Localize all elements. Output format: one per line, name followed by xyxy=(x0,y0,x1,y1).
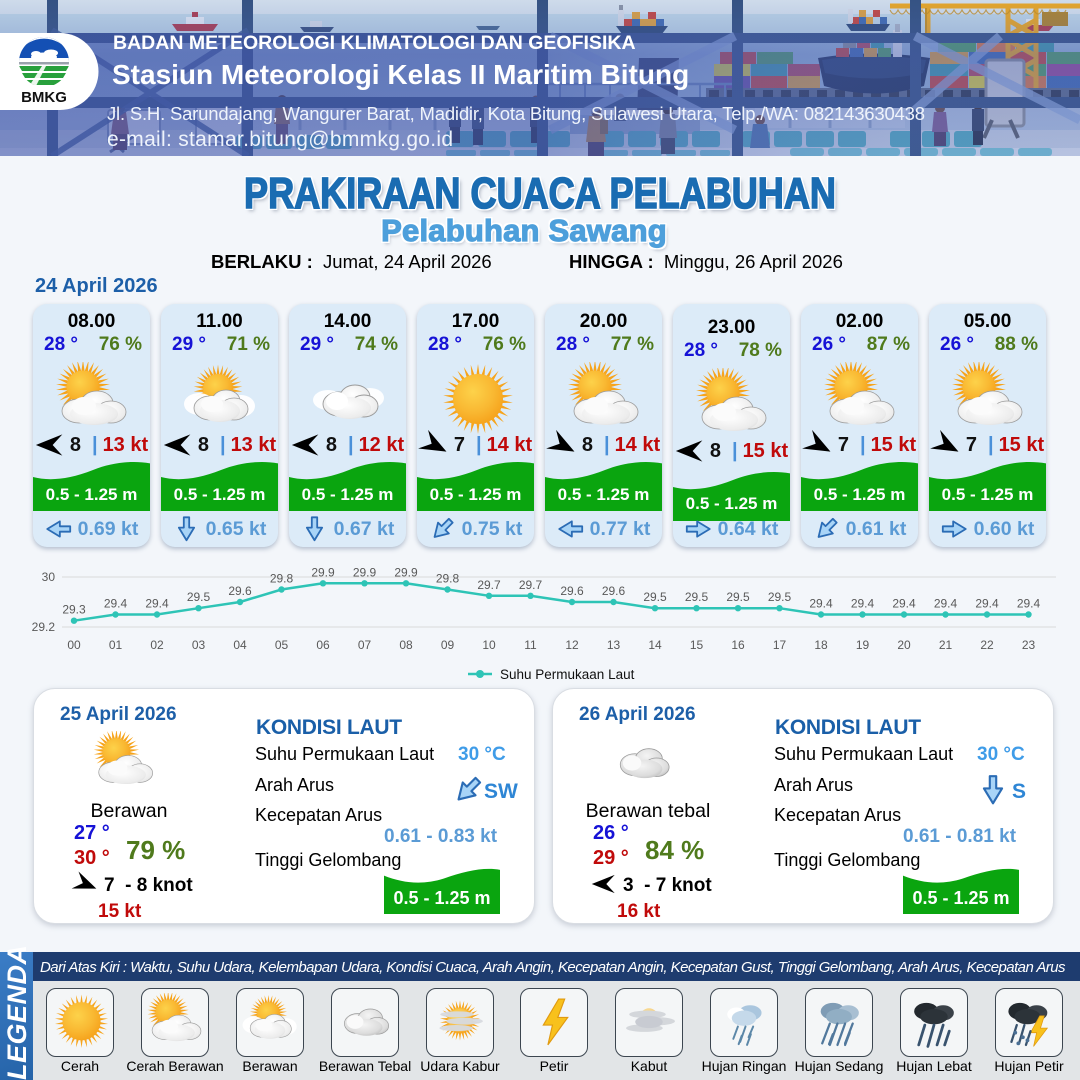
svg-text:09: 09 xyxy=(441,638,455,652)
svg-text:08: 08 xyxy=(399,638,413,652)
svg-text:02: 02 xyxy=(150,638,164,652)
svg-text:29.9: 29.9 xyxy=(353,565,377,579)
svg-text:29.4: 29.4 xyxy=(975,597,999,611)
svg-text:29.5: 29.5 xyxy=(187,590,211,604)
svg-text:10: 10 xyxy=(482,638,496,652)
svg-text:BMKG: BMKG xyxy=(21,89,67,106)
svg-text:29.7: 29.7 xyxy=(477,578,501,592)
svg-text:16: 16 xyxy=(731,638,745,652)
svg-text:29.8: 29.8 xyxy=(436,572,460,586)
svg-text:05: 05 xyxy=(275,638,289,652)
svg-text:29.4: 29.4 xyxy=(809,597,833,611)
svg-text:29.5: 29.5 xyxy=(685,590,709,604)
svg-text:15: 15 xyxy=(690,638,704,652)
svg-text:03: 03 xyxy=(192,638,206,652)
svg-text:29.5: 29.5 xyxy=(643,590,667,604)
svg-text:29.6: 29.6 xyxy=(560,584,584,598)
svg-text:29.4: 29.4 xyxy=(892,597,916,611)
svg-text:29.4: 29.4 xyxy=(851,597,875,611)
svg-text:29.9: 29.9 xyxy=(394,565,418,579)
svg-text:14: 14 xyxy=(648,638,662,652)
svg-text:29.5: 29.5 xyxy=(768,590,792,604)
svg-text:29.3: 29.3 xyxy=(62,603,86,617)
svg-text:29.2: 29.2 xyxy=(32,620,56,634)
svg-text:22: 22 xyxy=(980,638,994,652)
svg-text:29.7: 29.7 xyxy=(519,578,543,592)
svg-text:29.4: 29.4 xyxy=(934,597,958,611)
svg-text:29.6: 29.6 xyxy=(602,584,626,598)
svg-text:29.4: 29.4 xyxy=(145,597,169,611)
svg-text:Suhu Permukaan Laut: Suhu Permukaan Laut xyxy=(500,667,635,682)
svg-text:29.6: 29.6 xyxy=(228,584,252,598)
svg-text:29.8: 29.8 xyxy=(270,572,294,586)
svg-text:06: 06 xyxy=(316,638,330,652)
svg-text:29.4: 29.4 xyxy=(1017,597,1041,611)
svg-text:23: 23 xyxy=(1022,638,1036,652)
svg-text:17: 17 xyxy=(773,638,787,652)
svg-text:12: 12 xyxy=(565,638,579,652)
svg-text:18: 18 xyxy=(814,638,828,652)
svg-text:20: 20 xyxy=(897,638,911,652)
svg-text:00: 00 xyxy=(67,638,81,652)
svg-text:29.4: 29.4 xyxy=(104,597,128,611)
svg-text:21: 21 xyxy=(939,638,953,652)
svg-text:13: 13 xyxy=(607,638,621,652)
svg-text:19: 19 xyxy=(856,638,870,652)
svg-text:07: 07 xyxy=(358,638,372,652)
svg-text:01: 01 xyxy=(109,638,123,652)
svg-text:11: 11 xyxy=(524,638,537,652)
svg-text:04: 04 xyxy=(233,638,247,652)
svg-text:29.5: 29.5 xyxy=(726,590,750,604)
svg-text:29.9: 29.9 xyxy=(311,565,335,579)
svg-text:30: 30 xyxy=(42,570,56,584)
